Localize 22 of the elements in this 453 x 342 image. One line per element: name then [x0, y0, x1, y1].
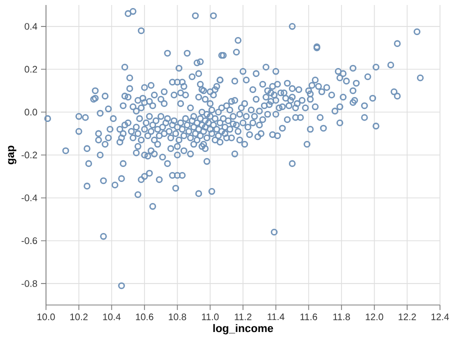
x-tick-label: 11.2 — [234, 314, 252, 320]
x-tick-label: 11.0 — [202, 314, 219, 320]
x-tick-label: 12.0 — [366, 314, 384, 320]
x-tick-label: 10.8 — [168, 314, 186, 320]
x-tick-label: 11.4 — [268, 314, 284, 320]
y-tick-label: -0.6 — [22, 237, 38, 244]
x-tick-label: 10.4 — [103, 314, 121, 320]
y-tick-label: 0.2 — [24, 66, 38, 73]
y-axis-title: gap — [8, 146, 16, 164]
x-tick-label: 12.4 — [432, 314, 449, 320]
y-tick-label: -0.8 — [22, 280, 38, 287]
y-tick-label: 0.0 — [24, 108, 38, 116]
x-tick-label: 11.6 — [300, 314, 318, 320]
y-tick-label: 0.4 — [24, 23, 38, 30]
x-tick-label: 11.8 — [333, 314, 350, 320]
x-tick-label: 12.2 — [398, 314, 416, 320]
x-tick-label: 10.0 — [38, 314, 55, 320]
x-axis-title: log_income — [213, 324, 274, 334]
y-tick-label: -0.2 — [22, 152, 38, 158]
y-tick-label: -0.4 — [22, 194, 38, 202]
x-tick-label: 10.6 — [136, 314, 154, 320]
x-tick-label: 10.2 — [70, 314, 88, 320]
